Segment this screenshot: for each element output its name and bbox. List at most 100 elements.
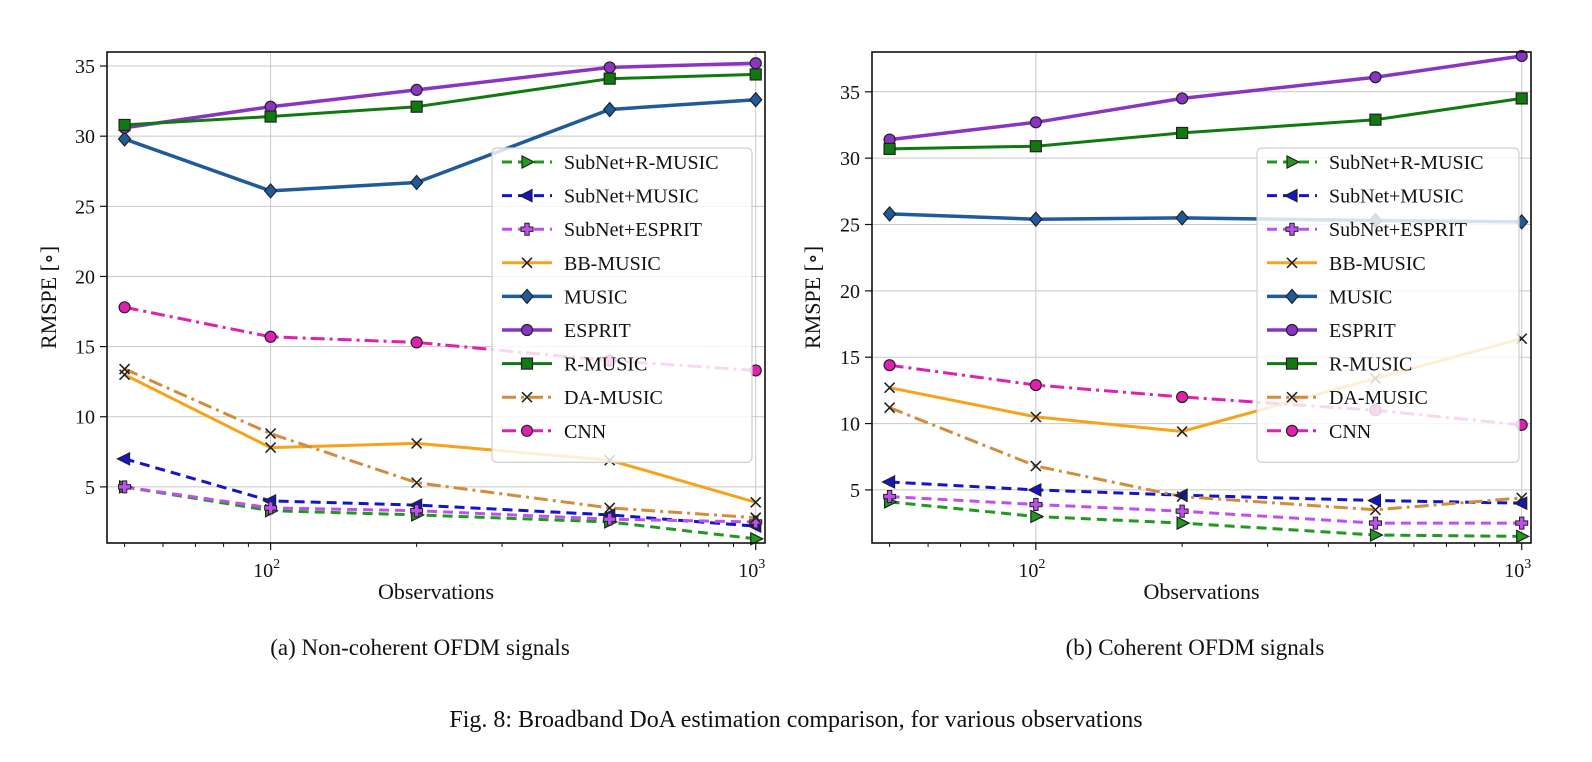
panel-b-legend-label: BB-MUSIC xyxy=(1329,253,1426,275)
panel-b-legend-label: SubNet+R-MUSIC xyxy=(1329,152,1484,174)
panel-b-point xyxy=(1176,490,1188,503)
panel-b-point xyxy=(1175,504,1189,518)
panel-a-legend-box xyxy=(491,147,753,463)
panel-a-point xyxy=(602,101,617,118)
panel-a-point xyxy=(603,512,617,526)
panel-a-legend-label: SubNet+R-MUSIC xyxy=(564,152,719,174)
panel-a-point xyxy=(749,57,762,70)
panel-a-point xyxy=(264,501,278,515)
panel-b-legend-marker xyxy=(1285,222,1299,236)
panel-b-point xyxy=(1030,460,1042,472)
panel-b-point xyxy=(1515,516,1529,530)
panel-a-legend-marker xyxy=(520,424,534,437)
panel-b-plot-frame xyxy=(871,51,1532,544)
panel-b-point xyxy=(1029,378,1042,392)
panel-b-x-tick-label: 103 xyxy=(1504,557,1531,582)
panel-b-legend-box xyxy=(1256,147,1520,463)
panel-b-legend-label: DA-MUSIC xyxy=(1329,387,1428,409)
panel-a-legend-label: SubNet+ESPRIT xyxy=(564,219,702,241)
panel-b-legend-label: CNN xyxy=(1329,421,1371,443)
panel-b-point xyxy=(883,359,896,372)
panel-a-point xyxy=(118,480,132,494)
panel-b-legend-marker xyxy=(1286,391,1298,403)
panel-b-point xyxy=(884,402,896,414)
panel-b-point xyxy=(1176,92,1189,105)
panel-b-y-tick-label: 5 xyxy=(850,480,860,502)
panel-a-y-tick-label: 30 xyxy=(75,126,95,148)
panel-b-point xyxy=(881,474,896,489)
panel-a-markers-subnet-esprit xyxy=(118,480,763,529)
panel-a-point xyxy=(118,118,131,132)
panel-a-x-tick-label: 102 xyxy=(253,557,280,582)
panel-b-legend-marker xyxy=(1285,288,1299,305)
panel-b-point xyxy=(1176,390,1189,404)
panel-a-x-axis-label: Observations xyxy=(378,579,494,604)
panel-a-legend-label: DA-MUSIC xyxy=(564,387,663,409)
panel-a-point xyxy=(410,336,423,349)
panel-b-legend-label: ESPRIT xyxy=(1329,320,1396,342)
panel-b-point xyxy=(884,382,896,394)
panel-a-grid xyxy=(107,52,765,543)
panel-a-point xyxy=(603,61,616,74)
panel-b-markers-subnet-r-music xyxy=(883,494,1531,544)
panel-a-line-subnet-r-music xyxy=(124,485,756,541)
panel-b-legend-label: SubNet+ESPRIT xyxy=(1329,219,1467,241)
panel-b-point xyxy=(882,205,897,222)
panel-b-legend-marker xyxy=(1286,155,1301,169)
panel-b-point xyxy=(1176,126,1189,140)
panel-b-point xyxy=(1515,49,1528,63)
panel-a-line-r-music xyxy=(124,72,756,127)
panel-a-y-tick-label: 5 xyxy=(85,477,95,499)
panel-a-line-subnet-music xyxy=(124,457,756,528)
figure-caption: Fig. 8: Broadband DoA estimation compari… xyxy=(449,707,1142,733)
panel-a-legend-marker xyxy=(520,323,534,337)
panel-a-legend-marker xyxy=(521,257,533,269)
panel-a-y-tick-label: 20 xyxy=(75,266,95,288)
panel-a-point xyxy=(411,437,423,449)
panel-b-caption: (b) Coherent OFDM signals xyxy=(1066,635,1325,660)
panel-b-legend-marker xyxy=(1283,188,1298,203)
panel-b-point xyxy=(1516,492,1528,504)
panel-a-legend-label: BB-MUSIC xyxy=(564,253,661,275)
panel-b-point xyxy=(1176,516,1191,531)
panel-b-markers-da-music xyxy=(884,402,1528,516)
panel-a-point xyxy=(411,477,423,489)
panel-a-legend-marker xyxy=(520,222,534,236)
panel-b-point xyxy=(1176,425,1188,438)
panel-b-y-tick-label: 15 xyxy=(840,347,860,369)
panel-a-legend-label: R-MUSIC xyxy=(564,354,647,376)
panel-a-markers-music xyxy=(117,91,763,199)
panel-b-point xyxy=(1030,509,1045,524)
panel-a-y-axis-label: RMSPE [∘] xyxy=(36,246,61,349)
panel-b-point xyxy=(1029,140,1042,153)
panel-a-point xyxy=(410,83,423,96)
panel-b-point xyxy=(883,490,897,504)
panel-a-y-tick-label: 15 xyxy=(75,337,95,359)
panel-a-point xyxy=(116,451,131,466)
panel-a-legend-marker xyxy=(518,188,533,203)
panel-a-point xyxy=(749,68,762,81)
panel-a-point xyxy=(118,301,131,314)
panel-b-point xyxy=(1369,71,1382,84)
panel-b-point xyxy=(1369,504,1382,516)
panel-a-legend-label: MUSIC xyxy=(564,286,627,308)
panel-b-y-tick-label: 20 xyxy=(840,281,860,303)
panel-b-y-tick-label: 30 xyxy=(840,148,860,170)
panel-b-point xyxy=(1515,92,1528,105)
panel-a-point xyxy=(750,512,762,524)
panel-a-markers-subnet-r-music xyxy=(118,479,765,546)
panel-b-chart: 5 10 15 20 25 30 35 102 103 Observations RMSPE [∘]… xyxy=(800,49,1532,604)
panel-b-point xyxy=(1029,498,1043,512)
panel-b-point xyxy=(1030,411,1042,423)
panel-b-x-tick-label: 102 xyxy=(1018,557,1045,582)
panel-a-legend-label: ESPRIT xyxy=(564,320,631,342)
panel-b-legend-marker xyxy=(1285,424,1299,437)
panel-a-point xyxy=(119,369,131,381)
panel-a-point xyxy=(603,72,616,85)
panel-a-point xyxy=(604,502,616,514)
panel-a-point xyxy=(117,131,132,147)
panel-b-x-axis-label: Observations xyxy=(1143,579,1259,604)
panel-a-point xyxy=(409,174,424,191)
panel-b-point xyxy=(1516,529,1531,544)
